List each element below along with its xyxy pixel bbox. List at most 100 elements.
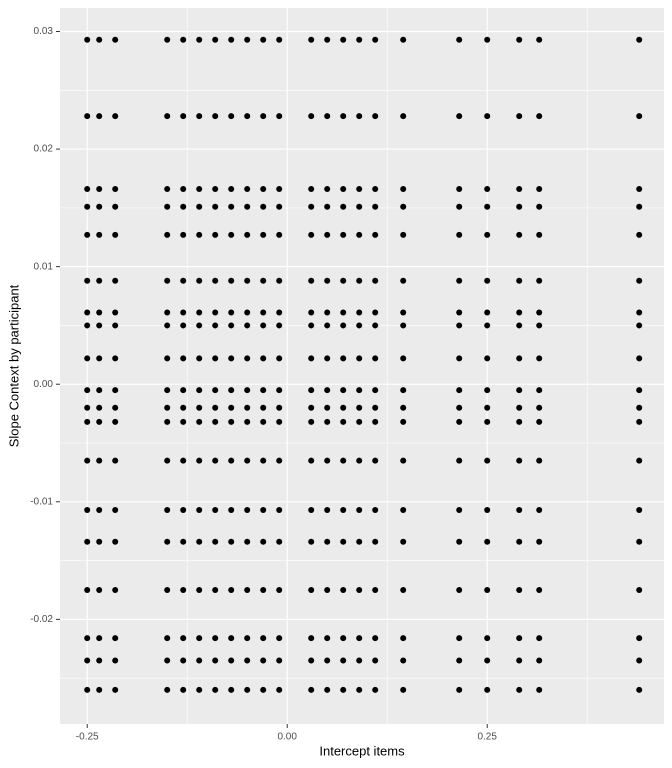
- point: [372, 635, 379, 642]
- point: [84, 657, 91, 664]
- point: [244, 309, 251, 316]
- point: [372, 457, 379, 464]
- point: [260, 404, 267, 411]
- point: [536, 113, 543, 120]
- point: [164, 418, 171, 425]
- point: [372, 507, 379, 514]
- point: [164, 203, 171, 210]
- point: [536, 418, 543, 425]
- point: [400, 355, 407, 362]
- point: [96, 538, 103, 545]
- point: [228, 507, 235, 514]
- point: [196, 355, 203, 362]
- point: [516, 355, 523, 362]
- point: [84, 635, 91, 642]
- point: [324, 387, 331, 394]
- point: [308, 635, 315, 642]
- point: [516, 36, 523, 43]
- point: [308, 507, 315, 514]
- point: [84, 203, 91, 210]
- point: [228, 538, 235, 545]
- point: [84, 418, 91, 425]
- point: [456, 387, 463, 394]
- point: [636, 36, 643, 43]
- point: [536, 635, 543, 642]
- point: [96, 387, 103, 394]
- point: [636, 186, 643, 193]
- y-tick-label: -0.01: [30, 496, 53, 507]
- point: [516, 538, 523, 545]
- point: [244, 36, 251, 43]
- point: [636, 322, 643, 329]
- point: [484, 507, 491, 514]
- point: [228, 277, 235, 284]
- point: [516, 635, 523, 642]
- point: [308, 355, 315, 362]
- point: [212, 418, 219, 425]
- point: [400, 686, 407, 693]
- point: [516, 203, 523, 210]
- point: [636, 231, 643, 238]
- point: [164, 113, 171, 120]
- point: [276, 203, 283, 210]
- point: [212, 277, 219, 284]
- point: [260, 322, 267, 329]
- point: [212, 36, 219, 43]
- point: [164, 404, 171, 411]
- point: [636, 309, 643, 316]
- point: [308, 418, 315, 425]
- point: [340, 277, 347, 284]
- point: [340, 635, 347, 642]
- point: [180, 686, 187, 693]
- point: [484, 113, 491, 120]
- point: [96, 457, 103, 464]
- point: [112, 203, 119, 210]
- point: [516, 277, 523, 284]
- point: [228, 586, 235, 593]
- point: [372, 657, 379, 664]
- point: [96, 507, 103, 514]
- point: [164, 457, 171, 464]
- point: [196, 586, 203, 593]
- point: [244, 538, 251, 545]
- point: [164, 387, 171, 394]
- point: [536, 657, 543, 664]
- point: [84, 36, 91, 43]
- point: [456, 418, 463, 425]
- point: [84, 277, 91, 284]
- point: [308, 586, 315, 593]
- point: [484, 231, 491, 238]
- point: [372, 387, 379, 394]
- point: [372, 186, 379, 193]
- point: [228, 355, 235, 362]
- point: [356, 113, 363, 120]
- point: [180, 231, 187, 238]
- point: [196, 657, 203, 664]
- point: [372, 277, 379, 284]
- point: [308, 186, 315, 193]
- point: [196, 113, 203, 120]
- point: [212, 355, 219, 362]
- point: [456, 277, 463, 284]
- point: [484, 322, 491, 329]
- point: [324, 586, 331, 593]
- y-axis-title: Slope Context by participant: [6, 284, 21, 447]
- point: [324, 538, 331, 545]
- point: [276, 418, 283, 425]
- point: [340, 507, 347, 514]
- point: [112, 538, 119, 545]
- point: [164, 686, 171, 693]
- point: [516, 507, 523, 514]
- point: [260, 507, 267, 514]
- point: [536, 231, 543, 238]
- x-axis-title: Intercept items: [319, 743, 405, 758]
- point: [244, 457, 251, 464]
- point: [196, 457, 203, 464]
- point: [244, 404, 251, 411]
- point: [356, 36, 363, 43]
- point: [164, 657, 171, 664]
- point: [196, 322, 203, 329]
- point: [484, 277, 491, 284]
- point: [212, 113, 219, 120]
